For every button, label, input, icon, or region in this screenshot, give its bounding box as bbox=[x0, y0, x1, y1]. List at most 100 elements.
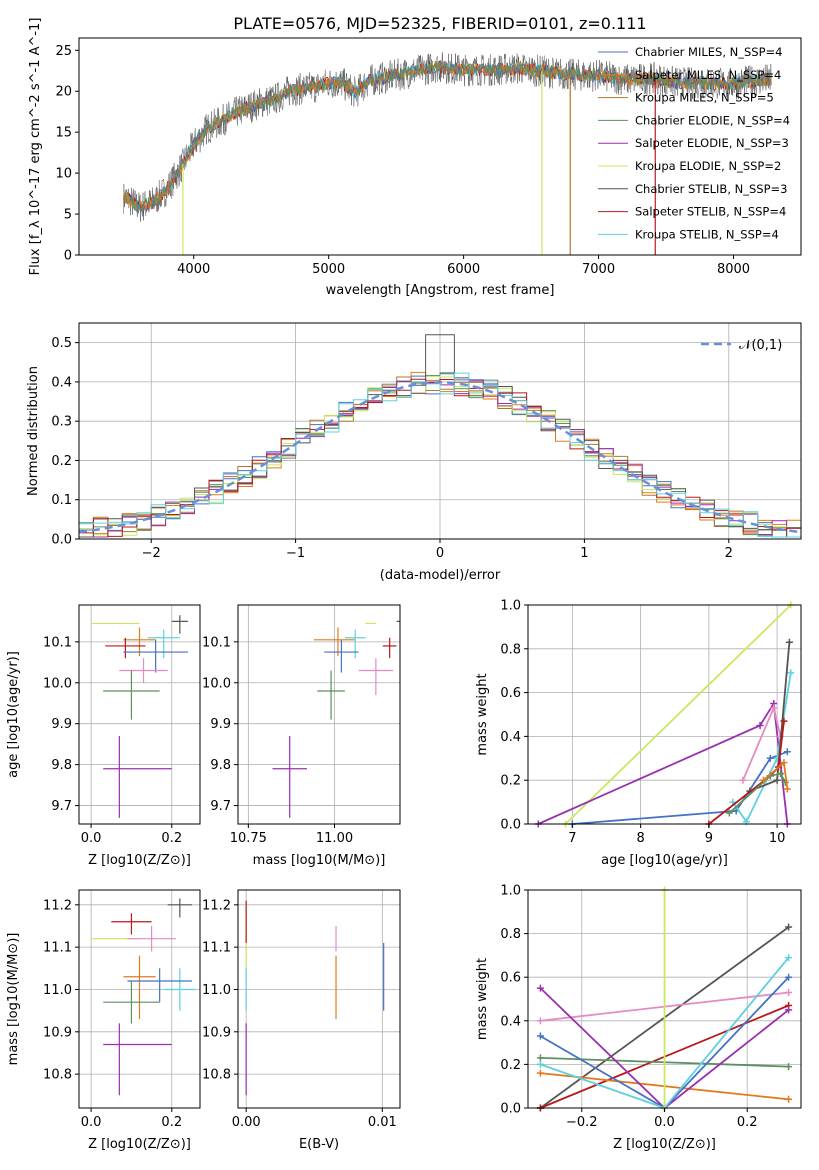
y-tick-label: 0 bbox=[64, 249, 72, 264]
weight-marker bbox=[536, 1054, 544, 1062]
histogram-steps bbox=[79, 334, 801, 538]
x-tick-label: 0.0 bbox=[81, 1115, 102, 1130]
y-tick-label: 1.0 bbox=[500, 884, 521, 899]
y-tick-label: 0.2 bbox=[500, 1058, 521, 1073]
errorbar-group bbox=[91, 898, 196, 1096]
weight-marker bbox=[536, 1060, 544, 1068]
x-tick-label: 1 bbox=[580, 546, 588, 561]
y-tick-label: 11.0 bbox=[202, 983, 231, 998]
weight-marker bbox=[773, 776, 781, 784]
x-tick-label: 0 bbox=[436, 546, 444, 561]
weight-marker bbox=[770, 704, 778, 712]
y-axis-label: mass weight bbox=[475, 958, 490, 1040]
weight-marker bbox=[785, 1006, 793, 1014]
y-tick-label: 5 bbox=[64, 208, 72, 223]
legend-label: Chabrier MILES, N_SSP=4 bbox=[635, 45, 782, 59]
weight-marker bbox=[785, 954, 793, 962]
x-tick-label: 0.0 bbox=[654, 1115, 675, 1130]
weight-marker bbox=[783, 748, 791, 756]
y-tick-label: 11.1 bbox=[202, 941, 231, 956]
y-tick-label: 0.0 bbox=[51, 533, 72, 548]
weight-marker bbox=[785, 923, 793, 931]
y-tick-label: 0.2 bbox=[500, 774, 521, 789]
y-tick-label: 0.6 bbox=[500, 971, 521, 986]
y-tick-label: 0.2 bbox=[51, 454, 72, 469]
errorbar-group bbox=[245, 900, 385, 1096]
x-tick-label: 11.00 bbox=[316, 831, 353, 846]
weight-marker bbox=[785, 638, 793, 646]
x-tick-label: 6000 bbox=[447, 262, 480, 277]
x-tick-label: −2 bbox=[142, 546, 161, 561]
y-tick-label: 0.1 bbox=[51, 493, 72, 508]
legend-label: Chabrier ELODIE, N_SSP=4 bbox=[635, 113, 790, 127]
x-axis-label: Z [log10(Z/Z⊙)] bbox=[88, 853, 191, 868]
weight-marker bbox=[536, 1069, 544, 1077]
residual-histogram: −2 −1 0 1 2 0.0 0.1 0.2 0.3 0.4 0.5 (data-model)/er… bbox=[26, 322, 802, 583]
legend-label: Salpeter STELIB, N_SSP=4 bbox=[635, 205, 786, 219]
axes-frame bbox=[78, 889, 201, 1109]
x-tick-label: 8 bbox=[636, 831, 644, 846]
y-tick-label: 11.1 bbox=[43, 941, 72, 956]
weight-line bbox=[537, 700, 789, 825]
legend-label: Kroupa STELIB, N_SSP=4 bbox=[635, 227, 779, 241]
mass-vs-Z-chart: 0.0 0.2 10.8 10.9 11.0 11.1 11.2 Z [log10(Z/Z⊙)… bbox=[6, 889, 201, 1152]
y-tick-label: 20 bbox=[55, 85, 72, 100]
y-tick-label: 9.8 bbox=[51, 758, 72, 773]
weight-marker bbox=[785, 1095, 793, 1103]
x-tick-label: 8000 bbox=[717, 262, 750, 277]
y-axis-label: Flux [f_λ 10^-17 erg cm^-2 s^-1 A^-1] bbox=[28, 18, 43, 276]
normal-curve bbox=[78, 381, 802, 534]
y-tick-label: 0.4 bbox=[500, 730, 521, 745]
x-tick-label: 7 bbox=[568, 831, 576, 846]
weight-marker bbox=[780, 717, 788, 725]
legend-label: Kroupa ELODIE, N_SSP=2 bbox=[635, 159, 781, 173]
x-axis-label: wavelength [Angstrom, rest frame] bbox=[326, 283, 555, 298]
histogram-steps bbox=[79, 372, 801, 536]
x-axis-label: Z [log10(Z/Z⊙)] bbox=[613, 1137, 716, 1152]
y-tick-label: 10.8 bbox=[202, 1068, 231, 1083]
y-axis-label: Normed distribution bbox=[26, 366, 41, 496]
weight-line bbox=[732, 672, 792, 824]
y-tick-label: 0.4 bbox=[500, 1014, 521, 1029]
y-tick-label: 11.2 bbox=[202, 898, 231, 913]
y-tick-label: 0.0 bbox=[500, 1102, 521, 1117]
x-tick-label: 0.2 bbox=[161, 831, 182, 846]
weight-marker bbox=[785, 1063, 793, 1071]
weight-marker bbox=[780, 759, 788, 767]
y-tick-label: 9.9 bbox=[210, 717, 231, 732]
axes-frame bbox=[527, 604, 802, 825]
x-tick-label: 9 bbox=[705, 831, 713, 846]
y-tick-label: 11.0 bbox=[43, 983, 72, 998]
x-axis-label: (data-model)/error bbox=[380, 568, 501, 583]
x-axis-label: Z [log10(Z/Z⊙)] bbox=[88, 1137, 191, 1152]
y-tick-label: 0.8 bbox=[500, 642, 521, 657]
weight-marker bbox=[536, 1032, 544, 1040]
y-tick-label: 1.0 bbox=[500, 599, 521, 614]
spectrum-line bbox=[123, 61, 772, 212]
weight-marker bbox=[536, 984, 544, 992]
x-axis-label: age [log10(age/yr)] bbox=[601, 853, 728, 868]
y-tick-label: 9.7 bbox=[210, 799, 231, 814]
weight-marker bbox=[785, 988, 793, 996]
weight-marker bbox=[759, 776, 767, 784]
age-weights-chart: 7 8 9 10 0.0 0.2 0.4 0.6 0.8 1.0 age [log10(age/yr… bbox=[475, 599, 802, 868]
x-tick-label: 10.75 bbox=[230, 831, 267, 846]
legend-label: Salpeter MILES, N_SSP=4 bbox=[635, 68, 781, 82]
age-vs-mass-chart: 10.75 11.00 9.7 9.8 9.9 10.0 10.1 mass [log10(M… bbox=[202, 604, 401, 868]
axes-frame bbox=[237, 604, 401, 825]
y-tick-label: 0.8 bbox=[500, 927, 521, 942]
y-tick-label: 9.9 bbox=[51, 717, 72, 732]
y-tick-label: 10.8 bbox=[43, 1068, 72, 1083]
weight-line bbox=[728, 772, 787, 814]
y-tick-label: 10.9 bbox=[202, 1025, 231, 1040]
legend-label: Chabrier STELIB, N_SSP=3 bbox=[635, 182, 787, 196]
errorbar-group bbox=[272, 620, 400, 818]
x-tick-label: 0.2 bbox=[161, 1115, 182, 1130]
legend-label: Kroupa MILES, N_SSP=5 bbox=[635, 91, 774, 105]
y-tick-label: 0.3 bbox=[51, 415, 72, 430]
y-axis-label: age [log10(age/yr)] bbox=[6, 651, 21, 778]
y-tick-label: 10.1 bbox=[202, 635, 231, 650]
weight-marker bbox=[739, 776, 747, 784]
y-tick-label: 0.5 bbox=[51, 336, 72, 351]
weight-marker bbox=[756, 721, 764, 729]
